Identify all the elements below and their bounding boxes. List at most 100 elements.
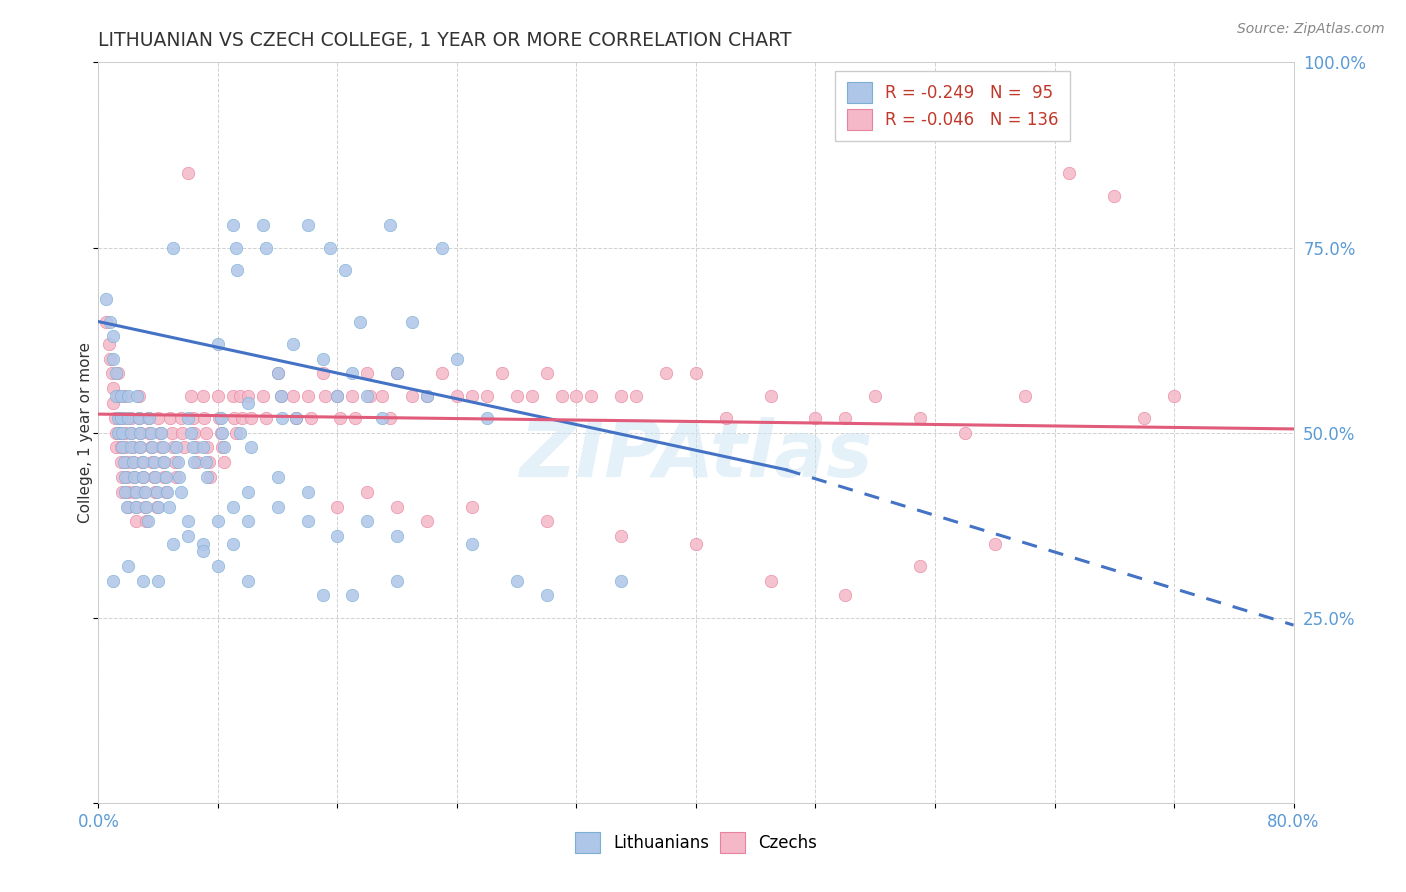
Point bbox=[115, 470, 138, 484]
Point bbox=[536, 367, 558, 381]
Point bbox=[270, 388, 292, 402]
Point bbox=[121, 455, 143, 469]
Point bbox=[103, 329, 125, 343]
Point bbox=[685, 367, 707, 381]
Point bbox=[416, 515, 439, 529]
Point bbox=[284, 410, 307, 425]
Point bbox=[107, 425, 129, 440]
Point bbox=[207, 558, 229, 573]
Point bbox=[183, 425, 205, 440]
Point bbox=[385, 574, 409, 588]
Point bbox=[356, 484, 378, 499]
Point bbox=[148, 410, 170, 425]
Point bbox=[212, 441, 235, 455]
Point bbox=[385, 500, 409, 514]
Point bbox=[169, 410, 191, 425]
Point bbox=[271, 410, 294, 425]
Point bbox=[222, 536, 245, 550]
Point bbox=[610, 388, 633, 402]
Point bbox=[114, 470, 136, 484]
Point bbox=[181, 410, 204, 425]
Point bbox=[155, 470, 177, 484]
Point bbox=[125, 515, 148, 529]
Point bbox=[145, 484, 167, 499]
Point bbox=[141, 441, 163, 455]
Point bbox=[565, 388, 588, 402]
Point bbox=[117, 410, 139, 425]
Point bbox=[129, 441, 152, 455]
Point bbox=[207, 515, 229, 529]
Point bbox=[311, 367, 333, 381]
Point bbox=[111, 441, 134, 455]
Point bbox=[103, 574, 125, 588]
Point bbox=[132, 470, 155, 484]
Point bbox=[200, 470, 222, 484]
Point bbox=[326, 529, 349, 543]
Point bbox=[166, 455, 188, 469]
Point bbox=[160, 425, 183, 440]
Point bbox=[239, 410, 262, 425]
Point bbox=[186, 455, 208, 469]
Point bbox=[114, 441, 136, 455]
Point bbox=[181, 441, 204, 455]
Point bbox=[326, 500, 349, 514]
Text: ZIPAtlas: ZIPAtlas bbox=[519, 417, 873, 493]
Point bbox=[267, 500, 290, 514]
Point bbox=[430, 367, 453, 381]
Point bbox=[212, 455, 235, 469]
Point bbox=[626, 388, 648, 402]
Point bbox=[142, 455, 165, 469]
Point bbox=[371, 410, 394, 425]
Point bbox=[97, 336, 120, 351]
Point bbox=[177, 166, 200, 180]
Point bbox=[132, 574, 155, 588]
Point bbox=[125, 500, 148, 514]
Point bbox=[105, 367, 128, 381]
Point bbox=[226, 262, 249, 277]
Point bbox=[461, 536, 484, 550]
Point bbox=[297, 388, 319, 402]
Point bbox=[1104, 188, 1126, 202]
Point bbox=[103, 351, 125, 366]
Point bbox=[342, 367, 364, 381]
Point bbox=[138, 410, 160, 425]
Point bbox=[105, 441, 128, 455]
Point bbox=[254, 410, 277, 425]
Point bbox=[475, 388, 498, 402]
Point bbox=[191, 441, 214, 455]
Point bbox=[157, 500, 180, 514]
Point bbox=[1059, 166, 1081, 180]
Point bbox=[120, 441, 142, 455]
Point bbox=[297, 515, 319, 529]
Point bbox=[105, 425, 128, 440]
Point bbox=[267, 470, 290, 484]
Point bbox=[142, 470, 165, 484]
Point bbox=[193, 410, 215, 425]
Point bbox=[319, 240, 342, 255]
Point bbox=[222, 219, 245, 233]
Point bbox=[120, 425, 142, 440]
Point bbox=[121, 455, 143, 469]
Point bbox=[834, 410, 856, 425]
Point bbox=[114, 425, 136, 440]
Point bbox=[536, 589, 558, 603]
Point bbox=[110, 441, 132, 455]
Point bbox=[143, 484, 166, 499]
Point bbox=[121, 441, 143, 455]
Point bbox=[114, 484, 136, 499]
Point bbox=[149, 425, 172, 440]
Point bbox=[148, 574, 170, 588]
Point bbox=[446, 351, 468, 366]
Point bbox=[359, 388, 381, 402]
Point bbox=[125, 500, 148, 514]
Point bbox=[231, 410, 253, 425]
Point bbox=[236, 388, 259, 402]
Point bbox=[461, 500, 484, 514]
Point bbox=[655, 367, 678, 381]
Point bbox=[401, 314, 423, 328]
Point bbox=[117, 558, 139, 573]
Point bbox=[152, 455, 174, 469]
Point bbox=[984, 536, 1007, 550]
Point bbox=[180, 388, 202, 402]
Point bbox=[550, 388, 572, 402]
